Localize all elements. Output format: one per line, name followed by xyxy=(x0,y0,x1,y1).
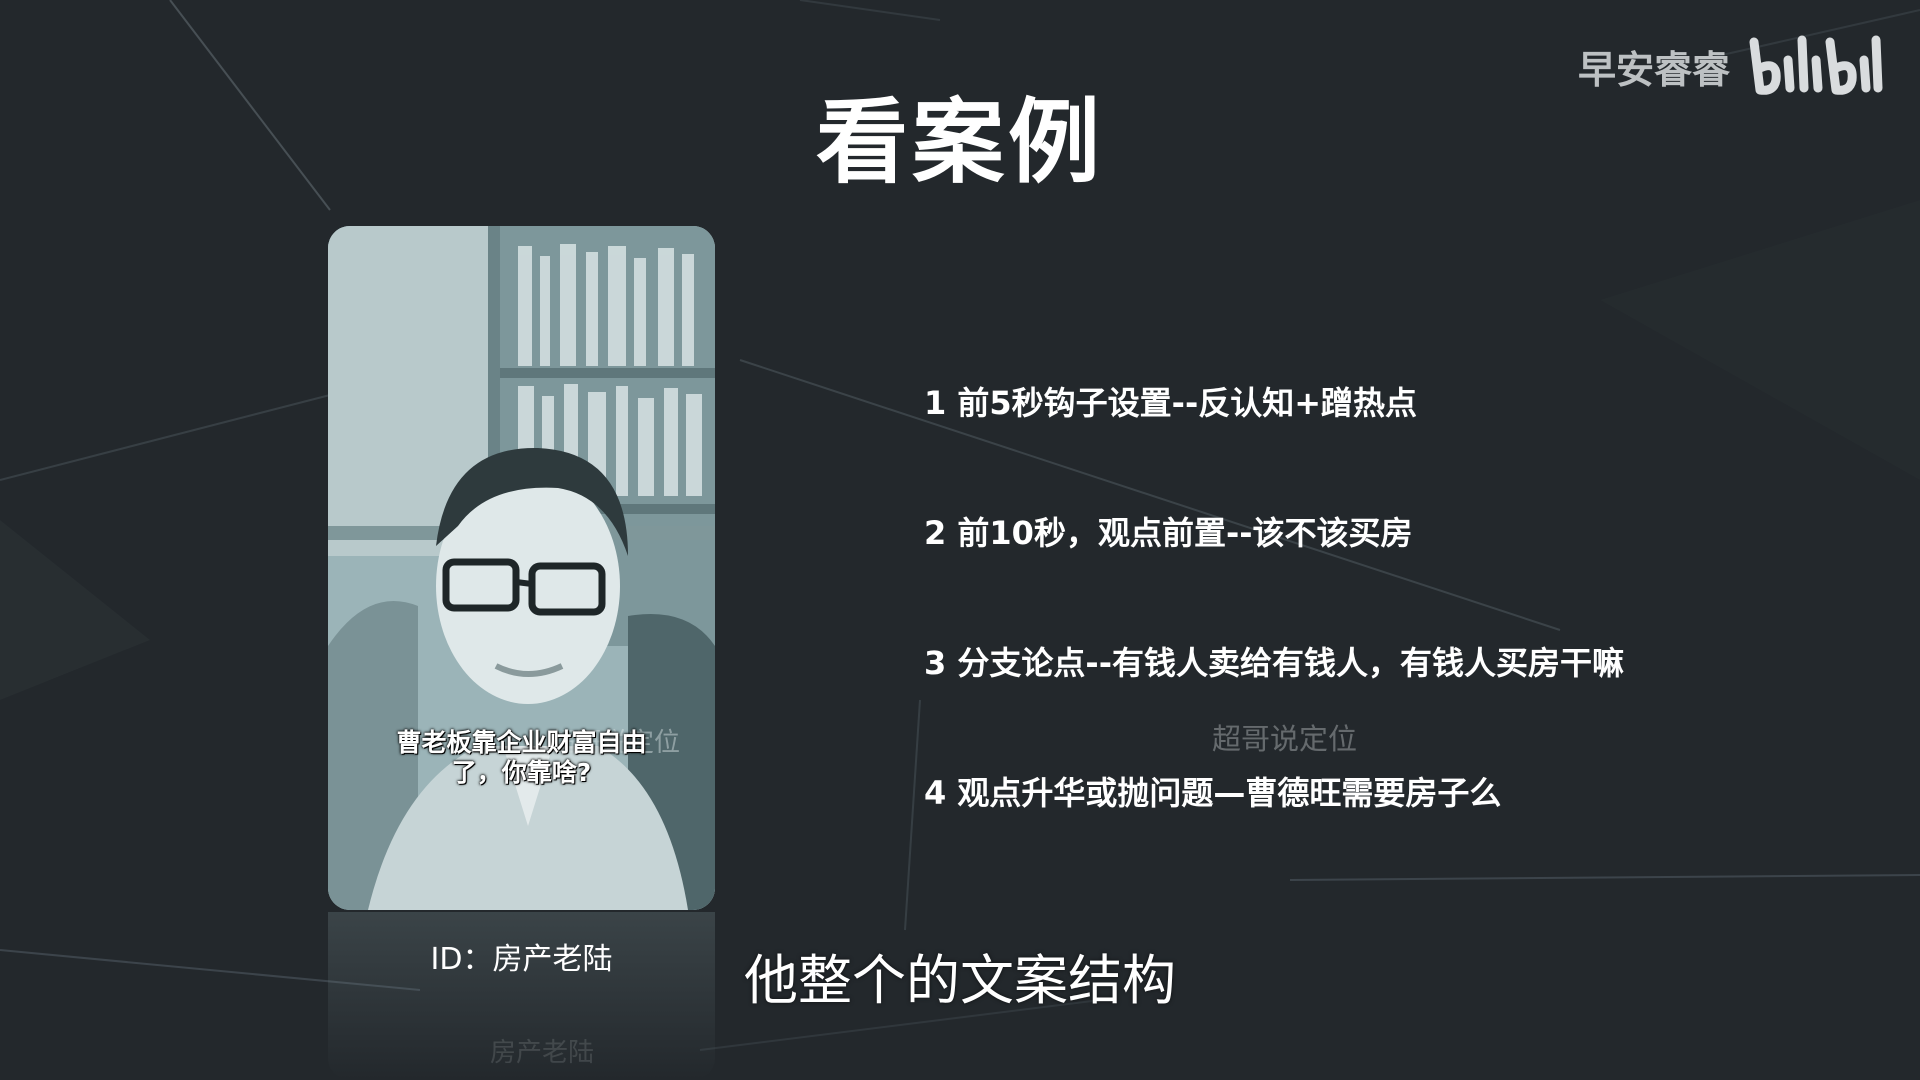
video-reflection xyxy=(328,912,715,1080)
points-list: 1 前5秒钩子设置--反认知+蹭热点 2 前10秒，观点前置--该不该买房 3 … xyxy=(924,378,1624,898)
point-item-4: 4 观点升华或抛问题—曹德旺需要房子么 xyxy=(924,774,1502,812)
bilibili-logo-icon xyxy=(1749,35,1883,95)
video-caption-line-1: 曹老板靠企业财富自由 xyxy=(396,728,647,757)
point-item-3: 3 分支论点--有钱人卖给有钱人，有钱人买房干嘛 xyxy=(924,644,1624,682)
watermark-text: 早安睿睿 xyxy=(1577,47,1730,92)
video-preview[interactable]: 超哥说定位 曹老板靠企业财富自由 了，你靠啥? xyxy=(328,226,715,910)
video-subtitle: 他整个的文案结构 xyxy=(744,949,1176,1012)
reflection-text: 房产老陆 xyxy=(490,1038,595,1068)
slide-title: 看案例 xyxy=(815,89,1104,196)
video-caption-line-2: 了，你靠啥? xyxy=(451,758,592,787)
video-frame xyxy=(328,226,715,910)
point-item-1: 1 前5秒钩子设置--反认知+蹭热点 xyxy=(924,384,1418,422)
watermark: 早安睿睿 xyxy=(1578,34,1884,98)
video-watermark: 超哥说定位 xyxy=(550,728,681,758)
slide-watermark: 超哥说定位 xyxy=(1212,722,1358,756)
point-item-2: 2 前10秒，观点前置--该不该买房 xyxy=(924,514,1413,552)
video-caption: 曹老板靠企业财富自由 了，你靠啥? xyxy=(328,728,715,788)
account-id: ID：房产老陆 xyxy=(430,942,613,977)
